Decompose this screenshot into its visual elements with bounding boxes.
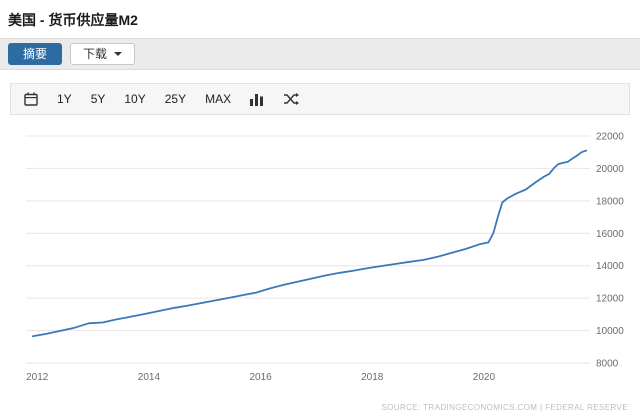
tab-bar: 摘要 下载 [0, 38, 640, 70]
shuffle-icon[interactable] [283, 93, 300, 105]
source-text: SOURCE: TRADINGECONOMICS.COM | FEDERAL R… [381, 403, 628, 412]
chevron-down-icon [114, 52, 123, 56]
svg-text:12000: 12000 [596, 294, 624, 305]
header: 美国 - 货币供应量M2 [0, 0, 640, 38]
svg-text:2020: 2020 [473, 372, 496, 383]
download-button[interactable]: 下载 [70, 43, 136, 65]
svg-text:16000: 16000 [596, 229, 624, 240]
download-label: 下载 [83, 47, 108, 61]
chart-toolbar: 1Y 5Y 10Y 25Y MAX [10, 83, 630, 115]
m2-line-chart: 8000 10000 12000 14000 16000 18000 20000 22000 2… [26, 132, 624, 383]
tab-summary[interactable]: 摘要 [8, 43, 63, 65]
bar-chart-icon[interactable] [250, 93, 264, 106]
svg-text:2016: 2016 [249, 372, 272, 383]
svg-text:10000: 10000 [596, 326, 624, 337]
range-10y-button[interactable]: 10Y [124, 92, 146, 106]
range-25y-button[interactable]: 25Y [164, 92, 187, 106]
range-1y-button[interactable]: 1Y [57, 92, 72, 106]
page-title: 美国 - 货币供应量M2 [8, 12, 138, 28]
svg-text:18000: 18000 [596, 196, 624, 207]
chart-area: 8000 10000 12000 14000 16000 18000 20000 22000 2… [0, 120, 640, 392]
calendar-icon[interactable] [24, 92, 38, 106]
svg-text:2018: 2018 [361, 372, 384, 383]
svg-text:8000: 8000 [596, 359, 619, 370]
range-max-button[interactable]: MAX [205, 92, 232, 106]
svg-text:2012: 2012 [26, 372, 49, 383]
svg-text:14000: 14000 [596, 261, 624, 272]
range-5y-button[interactable]: 5Y [90, 92, 106, 106]
svg-text:22000: 22000 [596, 132, 624, 143]
svg-text:20000: 20000 [596, 164, 624, 175]
svg-text:2014: 2014 [138, 372, 161, 383]
